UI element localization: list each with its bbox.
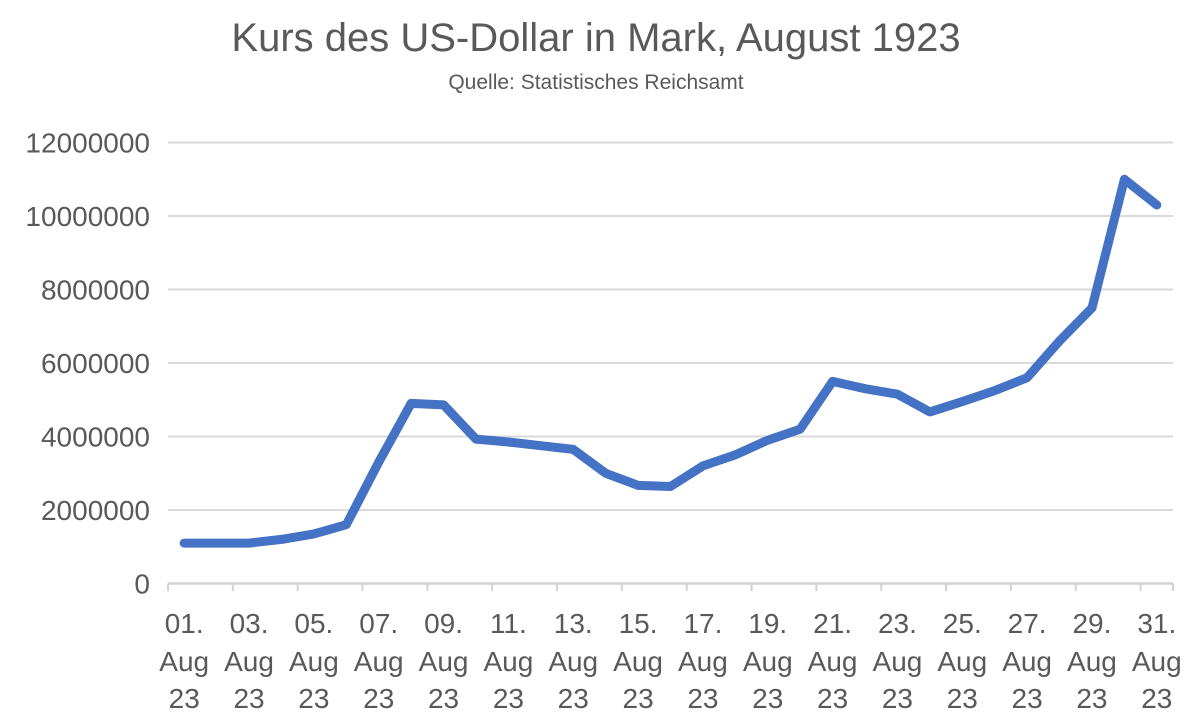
x-axis-tick-label: Aug	[808, 646, 858, 677]
x-axis-tick-label: 05.	[294, 608, 333, 639]
x-axis-tick-label: 23	[169, 683, 200, 714]
y-axis-tick-label: 8000000	[41, 274, 150, 305]
x-axis-tick-label: Aug	[678, 646, 728, 677]
x-axis-tick-label: Aug	[224, 646, 274, 677]
x-axis-tick-label: Aug	[419, 646, 469, 677]
x-axis-tick-label: Aug	[937, 646, 987, 677]
x-axis-tick-label: 09.	[424, 608, 463, 639]
x-axis-tick-label: 23	[493, 683, 524, 714]
x-axis-tick-label: 23	[752, 683, 783, 714]
x-axis-tick-label: 07.	[359, 608, 398, 639]
y-axis-tick-label: 6000000	[41, 348, 150, 379]
x-axis-tick-label: Aug	[743, 646, 793, 677]
x-axis-tick-label: 23	[428, 683, 459, 714]
x-axis-tick-label: Aug	[1132, 646, 1182, 677]
x-axis-tick-label: 23	[1141, 683, 1172, 714]
x-axis-tick-label: 23	[882, 683, 913, 714]
x-axis-tick-label: 23.	[878, 608, 917, 639]
x-axis-tick-label: 19.	[748, 608, 787, 639]
x-axis-tick-label: Aug	[354, 646, 404, 677]
x-axis-tick-label: 03.	[230, 608, 269, 639]
x-axis-tick-label: Aug	[548, 646, 598, 677]
x-axis-tick-label: Aug	[289, 646, 339, 677]
x-axis-tick-label: 11.	[490, 608, 527, 639]
x-axis-tick-label: 23	[947, 683, 978, 714]
x-axis-tick-label: Aug	[873, 646, 923, 677]
chart-subtitle: Quelle: Statistisches Reichsamt	[448, 71, 744, 94]
x-axis-tick-label: 01.	[165, 608, 204, 639]
x-axis-tick-label: 23	[298, 683, 329, 714]
x-axis-tick-label: Aug	[1002, 646, 1052, 677]
x-axis-tick-label: Aug	[613, 646, 663, 677]
x-axis-tick-label: 23	[623, 683, 654, 714]
x-axis-tick-label: 29.	[1072, 608, 1111, 639]
y-axis-tick-label: 12000000	[25, 127, 150, 158]
x-axis-tick-label: 15.	[619, 608, 658, 639]
y-axis-tick-label: 0	[134, 568, 150, 599]
x-axis-tick-label: 17.	[683, 608, 722, 639]
data-series-line	[179, 174, 1162, 548]
x-axis-tick-label: Aug	[483, 646, 533, 677]
x-axis-tick-label: 21.	[813, 608, 852, 639]
x-axis-tick-label: 31.	[1137, 608, 1176, 639]
chart-title: Kurs des US-Dollar in Mark, August 1923	[231, 16, 961, 60]
y-axis-tick-label: 10000000	[25, 201, 150, 232]
x-axis-tick-label: 23	[1076, 683, 1107, 714]
x-axis-tick-label: Aug	[159, 646, 209, 677]
x-axis-tick-label: Aug	[1067, 646, 1117, 677]
x-axis-tick-label: 23	[558, 683, 589, 714]
x-axis-tick-label: 25.	[943, 608, 982, 639]
x-axis-tick-label: 13.	[554, 608, 593, 639]
y-axis-tick-label: 2000000	[41, 495, 150, 526]
x-axis-tick-label: 23	[687, 683, 718, 714]
x-axis-tick-label: 23	[233, 683, 264, 714]
x-axis-tick-label: 23	[363, 683, 394, 714]
x-axis-tick-label: 27.	[1008, 608, 1047, 639]
x-axis-tick-label: 23	[1012, 683, 1043, 714]
x-axis-tick-label: 23	[817, 683, 848, 714]
y-axis-tick-label: 4000000	[41, 421, 150, 452]
